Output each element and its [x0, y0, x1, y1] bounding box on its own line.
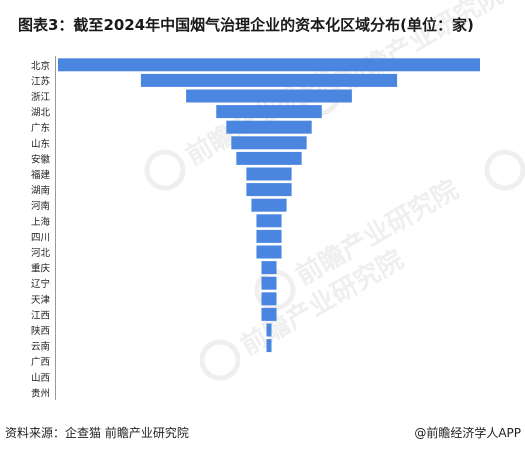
bar-河南 — [251, 198, 287, 212]
watermark: 前瞻产业研究院 前瞻产业研究院 前瞻产业研究院 前瞻产业研究院 — [144, 0, 525, 381]
bar-江苏 — [140, 73, 398, 87]
category-label: 辽宁 — [31, 278, 50, 290]
watermark-mid-right — [484, 149, 525, 191]
bar-福建 — [246, 167, 292, 181]
category-label: 北京 — [31, 60, 50, 72]
category-label: 广西 — [31, 356, 50, 368]
bar-湖南 — [246, 183, 292, 197]
category-label: 江苏 — [31, 75, 51, 87]
category-label: 福建 — [31, 169, 51, 181]
category-label: 重庆 — [31, 263, 51, 275]
bar-上海 — [256, 214, 282, 228]
category-label: 山西 — [31, 373, 50, 384]
category-label: 天津 — [31, 295, 51, 306]
bar-江西 — [261, 307, 277, 321]
category-label: 上海 — [31, 216, 51, 228]
bar-辽宁 — [261, 276, 277, 290]
category-label: 河北 — [31, 247, 51, 259]
bar-河北 — [256, 245, 282, 259]
bar-chart: 前瞻产业研究院 前瞻产业研究院 前瞻产业研究院 前瞻产业研究院 北京江苏浙江湖北… — [31, 0, 525, 400]
category-label: 湖南 — [31, 185, 50, 197]
bar-云南 — [266, 339, 272, 353]
category-label: 四川 — [31, 232, 50, 243]
bar-重庆 — [261, 261, 277, 275]
chart-title: 图表3：截至2024年中国烟气治理企业的资本化区域分布(单位：家) — [18, 16, 474, 34]
bar-陕西 — [266, 323, 272, 337]
brand-credit: @前瞻经济学人APP — [414, 426, 521, 440]
source-note: 资料来源：企查猫 前瞻产业研究院 — [5, 426, 189, 440]
bar-北京 — [58, 58, 480, 72]
category-label: 浙江 — [31, 91, 51, 103]
category-label: 陕西 — [31, 325, 50, 337]
category-label: 云南 — [31, 341, 50, 353]
category-label: 广东 — [31, 122, 50, 134]
category-label: 贵州 — [31, 387, 50, 399]
bar-四川 — [256, 229, 282, 243]
category-labels: 北京江苏浙江湖北广东山东安徽福建湖南河南上海四川河北重庆辽宁天津江西陕西云南广西… — [31, 60, 51, 400]
bar-安徽 — [236, 151, 302, 165]
category-label: 安徽 — [31, 153, 51, 165]
category-label: 山东 — [31, 138, 50, 150]
bar-湖北 — [216, 105, 322, 119]
category-label: 河南 — [31, 200, 50, 212]
bars — [58, 58, 480, 353]
category-label: 湖北 — [31, 108, 51, 119]
bar-天津 — [261, 292, 277, 306]
category-label: 江西 — [31, 310, 50, 321]
bar-广东 — [226, 120, 312, 134]
bar-山东 — [231, 136, 307, 150]
bar-浙江 — [186, 89, 352, 103]
